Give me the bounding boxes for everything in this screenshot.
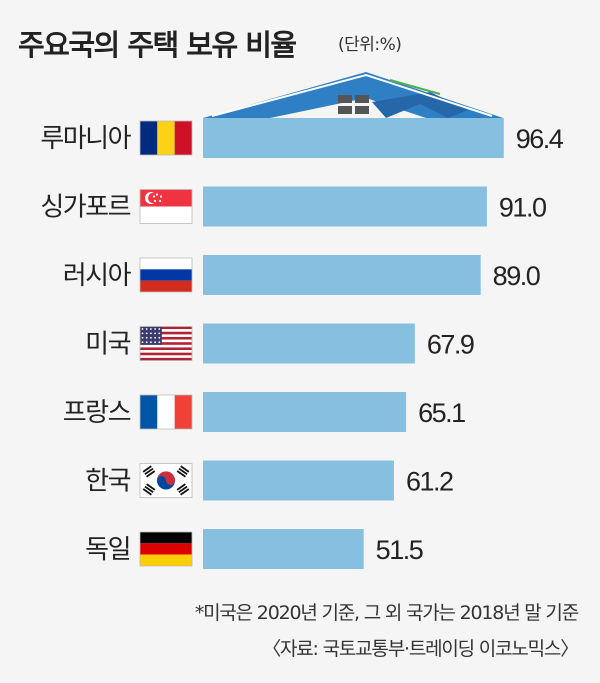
bar xyxy=(203,323,415,364)
category-label: 미국 xyxy=(85,330,130,360)
value-label: 89.0 xyxy=(493,261,540,291)
chart-source: 〈자료: 국토교통부·트레이딩 이코노믹스〉 xyxy=(262,638,579,660)
korea-flag-icon xyxy=(139,463,193,498)
russia-flag-icon xyxy=(139,257,193,293)
singapore-flag-icon xyxy=(139,189,193,224)
value-label: 65.1 xyxy=(418,398,465,428)
chart-note: *미국은 2020년 기준, 그 외 국가는 2018년 말 기준 xyxy=(194,602,579,624)
category-label: 독일 xyxy=(85,535,130,565)
bar xyxy=(203,186,487,227)
chart-title: 주요국의 주택 보유 비율 xyxy=(18,28,297,62)
value-label: 61.2 xyxy=(406,467,453,497)
bar xyxy=(203,460,394,501)
house-window-icon xyxy=(338,95,369,114)
chart-unit: (단위:%) xyxy=(338,35,402,55)
value-label: 96.4 xyxy=(516,124,564,154)
house-roof-illustration xyxy=(203,72,503,118)
bar xyxy=(203,118,504,158)
germany-flag-icon xyxy=(139,531,193,567)
category-label: 러시아 xyxy=(63,261,132,291)
value-label: 51.5 xyxy=(376,535,423,565)
category-label: 루마니아 xyxy=(40,124,131,154)
bar xyxy=(203,529,364,569)
usa-flag-icon xyxy=(139,326,193,361)
category-label: 싱가포르 xyxy=(40,193,130,223)
value-label: 67.9 xyxy=(427,330,474,360)
category-label: 프랑스 xyxy=(63,398,131,428)
france-flag-icon xyxy=(139,394,193,430)
category-label: 한국 xyxy=(85,467,130,497)
bar xyxy=(203,392,407,432)
romania-flag-icon xyxy=(139,120,193,156)
value-label: 91.0 xyxy=(499,193,546,223)
bar xyxy=(203,255,481,295)
